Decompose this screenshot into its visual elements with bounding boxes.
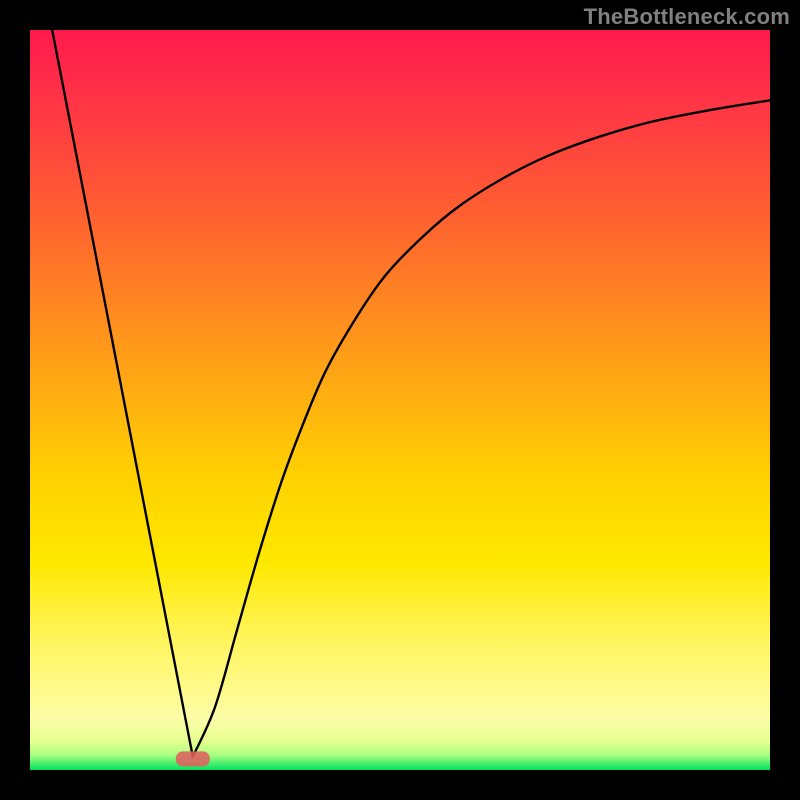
watermark-text: TheBottleneck.com <box>584 4 790 30</box>
chart-frame: TheBottleneck.com <box>0 0 800 800</box>
bottleneck-chart <box>0 0 800 800</box>
plot-background <box>30 30 770 770</box>
optimum-marker <box>176 751 210 766</box>
